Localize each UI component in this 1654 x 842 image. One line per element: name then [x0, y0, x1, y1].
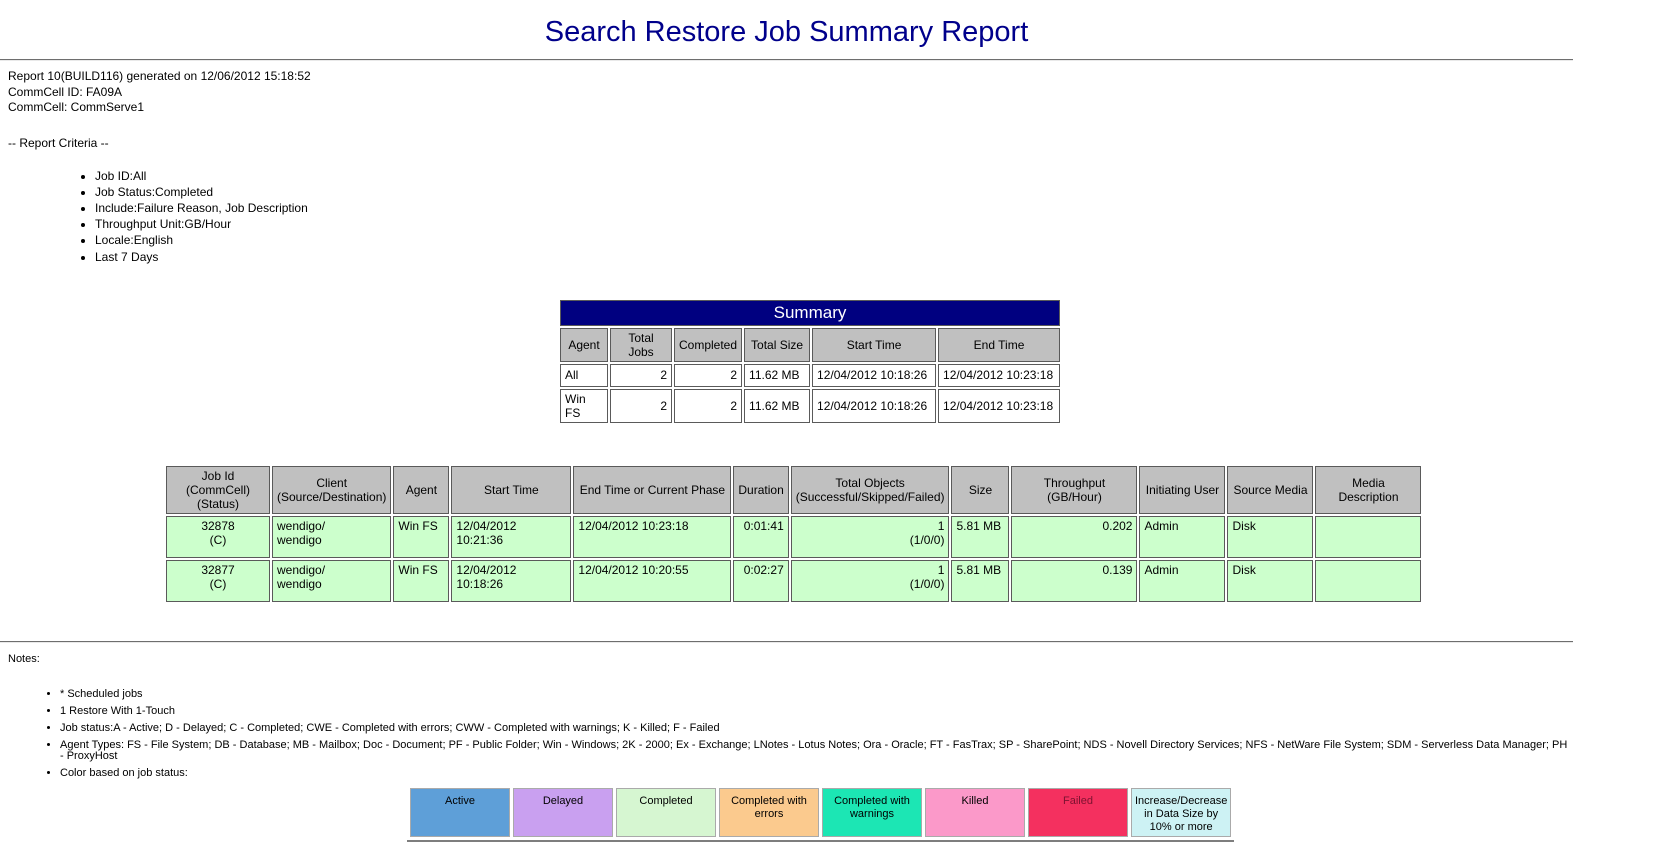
notes-divider: [0, 640, 1573, 643]
job-cell-source-media: Disk: [1227, 559, 1314, 602]
criteria-item: Last 7 Days: [95, 249, 1573, 265]
job-cell-client: wendigo/ wendigo: [272, 515, 392, 558]
summary-cell-agent: All: [560, 363, 608, 387]
summary-cell-total-size: 11.62 MB: [744, 388, 811, 423]
job-cell-job-id: 32878 (C): [166, 515, 270, 558]
job-cell-throughput: 0.139: [1011, 559, 1138, 602]
jobs-header-initiating-user: Initiating User: [1139, 465, 1226, 514]
note-item-agent-types: Agent Types: FS - File System; DB - Data…: [60, 739, 1573, 762]
summary-header-row: Agent Total Jobs Completed Total Size St…: [560, 327, 1061, 362]
summary-header-total-size: Total Size: [744, 327, 811, 362]
summary-header-completed: Completed: [674, 327, 743, 362]
jobs-header-throughput: Throughput (GB/Hour): [1011, 465, 1138, 514]
summary-cell-agent: Win FS: [560, 388, 608, 423]
jobs-header-media-description: Media Description: [1315, 465, 1422, 514]
notes-heading: Notes:: [8, 652, 40, 665]
job-cell-end-time: 12/04/2012 10:23:18: [573, 515, 732, 558]
criteria-item: Locale:English: [95, 232, 1573, 248]
jobs-header-job-id: Job Id (CommCell) (Status): [166, 465, 270, 514]
summary-row: All 2 2 11.62 MB 12/04/2012 10:18:26 12/…: [560, 363, 1061, 387]
legend-cell-active: Active: [410, 787, 510, 837]
note-item-job-status-codes: Job status:A - Active; D - Delayed; C - …: [60, 722, 1573, 734]
summary-table-caption: Summary: [560, 299, 1061, 326]
summary-cell-end-time: 12/04/2012 10:23:18: [938, 363, 1061, 387]
criteria-item: Job ID:All: [95, 168, 1573, 184]
job-cell-client: wendigo/ wendigo: [272, 559, 392, 602]
legend-cell-completed-with-errors: Completed with errors: [719, 787, 819, 837]
summary-cell-total-size: 11.62 MB: [744, 363, 811, 387]
job-cell-throughput: 0.202: [1011, 515, 1138, 558]
legend-cell-data-size-change: Increase/Decrease in Data Size by 10% or…: [1131, 787, 1232, 837]
jobs-header-size: Size: [951, 465, 1010, 514]
job-cell-initiating-user: Admin: [1139, 515, 1226, 558]
jobs-header-end-time: End Time or Current Phase: [573, 465, 732, 514]
summary-header-total-jobs: Total Jobs: [610, 327, 672, 362]
summary-header-start-time: Start Time: [812, 327, 937, 362]
job-cell-total-objects: 1 (1/0/0): [790, 515, 950, 558]
note-item-scheduled-jobs: * Scheduled jobs: [60, 688, 1573, 700]
legend-cell-killed: Killed: [925, 787, 1025, 837]
jobs-header-row: Job Id (CommCell) (Status) Client (Sourc…: [166, 465, 1422, 514]
jobs-header-agent: Agent: [393, 465, 450, 514]
status-color-legend: Active Delayed Completed Completed with …: [407, 785, 1235, 842]
summary-cell-end-time: 12/04/2012 10:23:18: [938, 388, 1061, 423]
summary-cell-start-time: 12/04/2012 10:18:26: [812, 388, 937, 423]
summary-cell-start-time: 12/04/2012 10:18:26: [812, 363, 937, 387]
job-cell-total-objects: 1 (1/0/0): [790, 559, 950, 602]
job-cell-media-description: [1315, 559, 1422, 602]
page-title: Search Restore Job Summary Report: [544, 16, 1029, 48]
report-info: Report 10(BUILD116) generated on 12/06/2…: [8, 69, 1573, 116]
report-criteria-heading: -- Report Criteria --: [8, 135, 109, 150]
jobs-header-start-time: Start Time: [451, 465, 572, 514]
legend-cell-delayed: Delayed: [513, 787, 613, 837]
jobs-table-row: 32878 (C) wendigo/ wendigo Win FS 12/04/…: [166, 515, 1422, 558]
note-item-one-touch: 1 Restore With 1-Touch: [60, 705, 1573, 717]
summary-row: Win FS 2 2 11.62 MB 12/04/2012 10:18:26 …: [560, 388, 1061, 423]
job-cell-initiating-user: Admin: [1139, 559, 1226, 602]
criteria-item: Include:Failure Reason, Job Description: [95, 200, 1573, 216]
job-cell-size: 5.81 MB: [951, 559, 1010, 602]
job-cell-start-time: 12/04/2012 10:21:36: [451, 515, 572, 558]
job-cell-duration: 0:02:27: [733, 559, 789, 602]
criteria-item: Job Status:Completed: [95, 184, 1573, 200]
legend-cell-failed: Failed: [1028, 787, 1128, 837]
summary-cell-total-jobs: 2: [610, 388, 672, 423]
title-divider: [0, 59, 1573, 61]
commcell-name-line: CommCell: CommServe1: [8, 100, 145, 114]
jobs-header-total-objects: Total Objects (Successful/Skipped/Failed…: [790, 465, 950, 514]
job-cell-agent: Win FS: [393, 515, 450, 558]
legend-cell-completed-with-warnings: Completed with warnings: [822, 787, 922, 837]
job-cell-job-id: 32877 (C): [166, 559, 270, 602]
summary-cell-total-jobs: 2: [610, 363, 672, 387]
job-cell-media-description: [1315, 515, 1422, 558]
jobs-table-row: 32877 (C) wendigo/ wendigo Win FS 12/04/…: [166, 559, 1422, 602]
summary-table: Summary Agent Total Jobs Completed Total…: [558, 298, 1062, 425]
summary-header-agent: Agent: [560, 327, 608, 362]
legend-row: Active Delayed Completed Completed with …: [410, 787, 1232, 837]
notes-list: * Scheduled jobs 1 Restore With 1-Touch …: [0, 688, 1573, 779]
commcell-id-line: CommCell ID: FA09A: [8, 84, 123, 99]
jobs-header-duration: Duration: [733, 465, 789, 514]
legend-cell-completed: Completed: [616, 787, 716, 837]
jobs-header-client: Client (Source/Destination): [272, 465, 392, 514]
report-criteria-list: Job ID:All Job Status:Completed Include:…: [0, 168, 1573, 265]
jobs-table: Job Id (CommCell) (Status) Client (Sourc…: [164, 464, 1423, 604]
job-cell-size: 5.81 MB: [951, 515, 1010, 558]
report-page: Search Restore Job Summary Report Report…: [0, 0, 1573, 842]
report-generated-line: Report 10(BUILD116) generated on 12/06/2…: [8, 69, 311, 83]
job-cell-end-time: 12/04/2012 10:20:55: [573, 559, 732, 602]
job-cell-start-time: 12/04/2012 10:18:26: [451, 559, 572, 602]
summary-header-end-time: End Time: [938, 327, 1061, 362]
job-cell-source-media: Disk: [1227, 515, 1314, 558]
job-cell-duration: 0:01:41: [733, 515, 789, 558]
summary-cell-completed: 2: [674, 363, 743, 387]
note-item-color-legend: Color based on job status:: [60, 767, 1573, 779]
job-cell-agent: Win FS: [393, 559, 450, 602]
summary-cell-completed: 2: [674, 388, 743, 423]
jobs-header-source-media: Source Media: [1227, 465, 1314, 514]
criteria-item: Throughput Unit:GB/Hour: [95, 216, 1573, 232]
